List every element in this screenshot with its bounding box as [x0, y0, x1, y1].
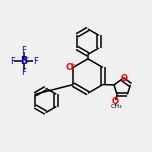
Text: O: O: [112, 97, 119, 106]
Text: F: F: [21, 68, 26, 77]
Text: O: O: [66, 63, 74, 72]
Text: F: F: [21, 46, 26, 55]
Text: +: +: [69, 62, 75, 68]
Text: F: F: [33, 57, 38, 66]
Text: O: O: [121, 74, 128, 83]
Text: CH₃: CH₃: [111, 104, 122, 109]
Text: B: B: [20, 56, 28, 66]
Text: ⁻: ⁻: [25, 55, 29, 64]
Text: F: F: [10, 57, 15, 66]
